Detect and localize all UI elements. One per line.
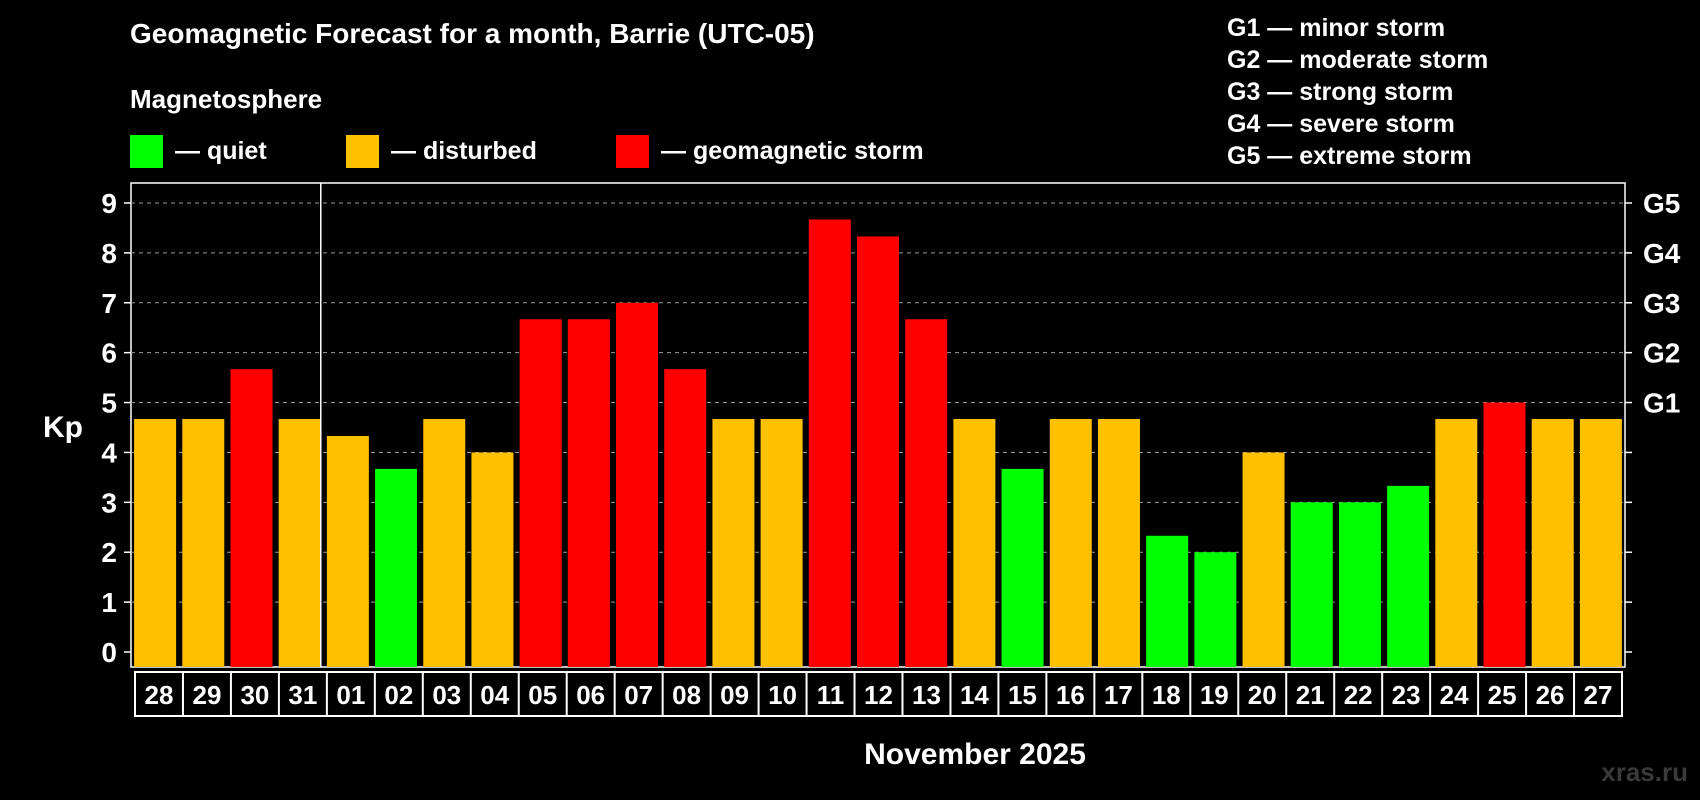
y-tick-label: 4: [101, 437, 117, 468]
x-tick-label-22: 22: [1344, 680, 1373, 710]
legend-item-disturbed: — disturbed: [346, 134, 537, 168]
x-tick-label-30: 30: [240, 680, 269, 710]
x-tick-label-31: 31: [288, 680, 317, 710]
x-tick-label-25: 25: [1488, 680, 1517, 710]
bar-10: [760, 419, 803, 667]
right-axis-label-g2: G2: [1643, 338, 1680, 369]
x-tick-label-27: 27: [1584, 680, 1613, 710]
legend-item-storm: — geomagnetic storm: [616, 134, 924, 168]
right-axis-label-g5: G5: [1643, 188, 1680, 219]
bar-20: [1242, 452, 1285, 667]
bar-19: [1194, 552, 1237, 667]
x-tick-label-07: 07: [624, 680, 653, 710]
bar-17: [1097, 419, 1140, 667]
x-tick-label-01: 01: [336, 680, 365, 710]
bar-21: [1290, 502, 1333, 667]
bar-04: [471, 452, 514, 667]
y-tick-label: 9: [101, 188, 117, 219]
x-axis-label: November 2025: [864, 738, 1086, 771]
bar-13: [905, 319, 948, 667]
bar-09: [712, 419, 755, 667]
x-tick-label-08: 08: [672, 680, 701, 710]
bar-27: [1579, 419, 1622, 667]
chart-title: Geomagnetic Forecast for a month, Barrie…: [130, 18, 815, 49]
bar-31: [278, 419, 321, 667]
y-tick-label: 5: [101, 388, 117, 419]
storm-scale-g3: G3 — strong storm: [1227, 78, 1454, 106]
bar-29: [182, 419, 225, 667]
x-tick-label-09: 09: [720, 680, 749, 710]
legend-item-quiet: — quiet: [130, 134, 267, 168]
right-axis-label-g4: G4: [1643, 238, 1681, 269]
y-tick-label: 3: [101, 487, 117, 518]
y-tick-label: 8: [101, 238, 117, 269]
bar-24: [1435, 419, 1478, 667]
x-tick-label-12: 12: [864, 680, 893, 710]
bar-25: [1483, 402, 1526, 667]
bar-30: [230, 369, 273, 667]
bar-15: [1001, 468, 1044, 667]
storm-scale-g2: G2 — moderate storm: [1227, 46, 1489, 74]
x-tick-label-18: 18: [1152, 680, 1181, 710]
right-axis-label-g3: G3: [1643, 288, 1680, 319]
y-axis-label: Kp: [43, 411, 83, 444]
storm-scale-g4: G4 — severe storm: [1227, 110, 1455, 138]
bar-06: [567, 319, 610, 667]
legend-label-disturbed: — disturbed: [391, 136, 537, 165]
bar-02: [375, 468, 418, 667]
x-tick-label-02: 02: [384, 680, 413, 710]
bar-11: [808, 219, 851, 668]
x-tick-label-29: 29: [192, 680, 221, 710]
legend-swatch-disturbed: [346, 134, 379, 168]
x-tick-label-06: 06: [576, 680, 605, 710]
bar-07: [616, 302, 659, 667]
bar-01: [326, 435, 369, 667]
x-tick-label-23: 23: [1392, 680, 1421, 710]
legend-label-quiet: — quiet: [175, 136, 267, 165]
bar-12: [857, 236, 899, 668]
bar-03: [423, 419, 466, 667]
date-axis-frame: [134, 671, 1623, 717]
bar-14: [953, 419, 996, 667]
x-tick-label-13: 13: [912, 680, 941, 710]
legend-swatch-quiet: [130, 134, 163, 168]
bar-16: [1049, 419, 1092, 667]
bar-08: [664, 369, 707, 667]
x-tick-label-16: 16: [1056, 680, 1085, 710]
bar-28: [134, 419, 177, 667]
y-tick-label: 0: [101, 637, 117, 668]
x-tick-label-10: 10: [768, 680, 797, 710]
bar-22: [1338, 502, 1381, 667]
x-tick-label-21: 21: [1296, 680, 1325, 710]
x-tick-label-05: 05: [528, 680, 557, 710]
x-tick-label-19: 19: [1200, 680, 1229, 710]
x-tick-label-11: 11: [817, 680, 845, 710]
legend-title: Magnetosphere: [130, 84, 323, 114]
y-tick-label: 7: [101, 288, 117, 319]
y-tick-label: 6: [101, 338, 117, 369]
x-tick-label-03: 03: [432, 680, 461, 710]
legend-swatch-storm: [616, 134, 649, 168]
y-tick-label: 1: [101, 587, 117, 618]
bar-18: [1146, 535, 1189, 667]
bar-26: [1531, 419, 1574, 667]
storm-scale-g5: G5 — extreme storm: [1227, 142, 1472, 170]
x-tick-label-04: 04: [480, 680, 509, 710]
y-tick-label: 2: [101, 537, 117, 568]
watermark: xras.ru: [1601, 757, 1688, 787]
storm-scale-g1: G1 — minor storm: [1227, 14, 1446, 42]
right-axis-label-g1: G1: [1643, 388, 1680, 419]
x-tick-label-15: 15: [1008, 680, 1037, 710]
x-tick-label-17: 17: [1104, 680, 1133, 710]
x-tick-label-26: 26: [1536, 680, 1565, 710]
x-tick-label-28: 28: [145, 680, 174, 710]
bar-05: [519, 319, 562, 667]
bar-23: [1387, 485, 1430, 667]
x-tick-label-14: 14: [960, 680, 989, 710]
legend-label-storm: — geomagnetic storm: [661, 136, 924, 165]
storm-scale-legend: G1 — minor storm G2 — moderate storm G3 …: [1227, 12, 1488, 172]
x-tick-label-20: 20: [1248, 680, 1277, 710]
x-tick-label-24: 24: [1440, 680, 1469, 710]
